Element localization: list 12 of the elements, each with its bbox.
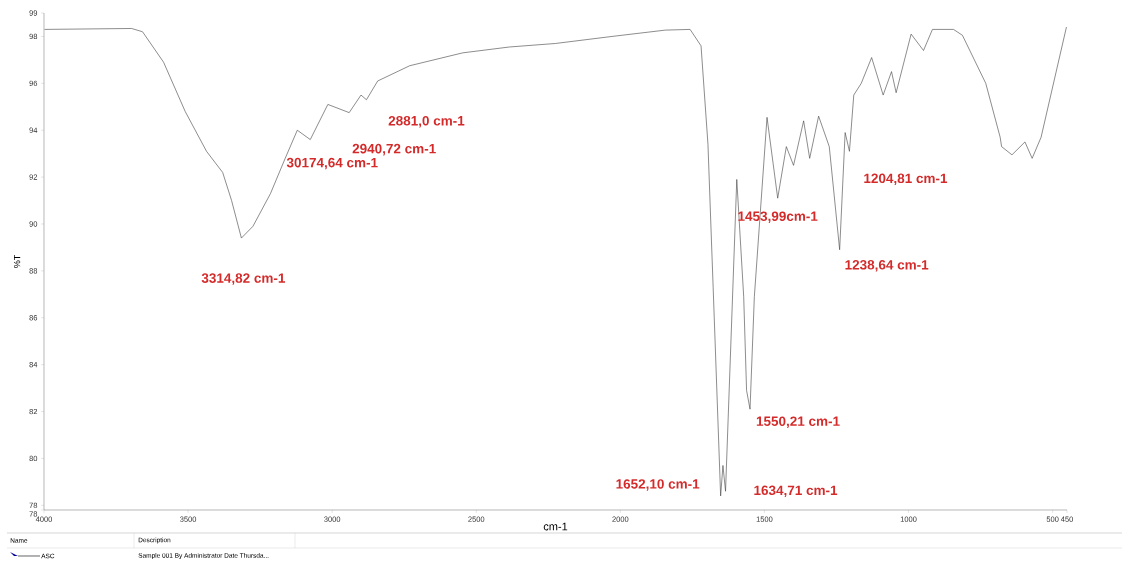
annotation: 1204,81 cm-1 (864, 173, 948, 186)
annotation: 1634,71 cm-1 (754, 485, 838, 497)
annotation: 3314,82 cm-1 (201, 273, 286, 285)
annotation: 2940,72 cm-1 (352, 143, 436, 156)
annotation: 1652,10 cm-1 (616, 479, 700, 491)
annotation: 2881,0 cm-1 (388, 115, 465, 128)
y-axis-title: %T (13, 254, 21, 268)
annotation: 1453,99cm-1 (738, 211, 818, 223)
annotation: 1550,21 cm-1 (756, 416, 840, 428)
annotation: 1238,64 cm-1 (845, 260, 929, 272)
annotation: 30174,64 cm-1 (286, 157, 378, 170)
x-axis-title: cm-1 (543, 522, 568, 531)
